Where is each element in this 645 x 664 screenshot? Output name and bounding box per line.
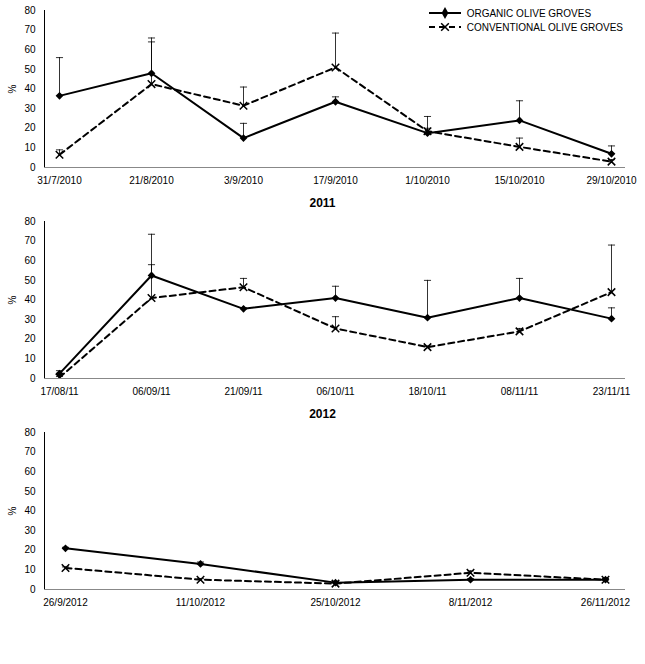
- svg-text:06/10/11: 06/10/11: [316, 386, 355, 397]
- svg-text:29/10/2010: 29/10/2010: [586, 175, 636, 186]
- svg-text:15/10/2010: 15/10/2010: [494, 175, 544, 186]
- svg-text:80: 80: [24, 216, 36, 227]
- svg-text:30: 30: [24, 525, 36, 536]
- html-text:ORGANIC OLIVE GROVES: ORGANIC OLIVE GROVES: [466, 7, 592, 19]
- svg-text:10: 10: [24, 142, 36, 153]
- svg-text:08/11/11: 08/11/11: [501, 386, 539, 397]
- svg-text:80: 80: [24, 5, 36, 16]
- html-text:2011: 2011: [309, 196, 336, 210]
- html-text:CONVENTIONAL OLIVE GROVES: CONVENTIONAL OLIVE GROVES: [466, 21, 623, 33]
- svg-text:%: %: [7, 84, 18, 93]
- svg-text:%: %: [7, 295, 18, 304]
- svg-text:26/11/2012: 26/11/2012: [581, 597, 631, 608]
- svg-text:8/11/2012: 8/11/2012: [449, 597, 493, 608]
- svg-text:30: 30: [24, 314, 36, 325]
- svg-text:31/7/2010: 31/7/2010: [37, 175, 82, 186]
- svg-text:10: 10: [24, 353, 36, 364]
- svg-text:40: 40: [24, 294, 36, 305]
- svg-text:06/09/11: 06/09/11: [132, 386, 171, 397]
- svg-text:40: 40: [24, 505, 36, 516]
- svg-text:21/8/2010: 21/8/2010: [129, 175, 174, 186]
- svg-text:70: 70: [24, 235, 36, 246]
- svg-text:0: 0: [30, 373, 36, 384]
- svg-text:60: 60: [24, 44, 36, 55]
- svg-text:1/10/2010: 1/10/2010: [405, 175, 450, 186]
- svg-text:11/10/2012: 11/10/2012: [176, 597, 226, 608]
- svg-text:30: 30: [24, 103, 36, 114]
- svg-text:%: %: [7, 506, 18, 515]
- html-text:2012: 2012: [309, 407, 336, 421]
- svg-text:26/9/2012: 26/9/2012: [43, 597, 88, 608]
- svg-text:50: 50: [24, 486, 36, 497]
- svg-text:20: 20: [24, 333, 36, 344]
- svg-text:20: 20: [24, 122, 36, 133]
- svg-text:70: 70: [24, 24, 36, 35]
- svg-text:0: 0: [30, 162, 36, 173]
- svg-text:17/08/11: 17/08/11: [40, 386, 79, 397]
- svg-text:80: 80: [24, 427, 36, 438]
- svg-text:60: 60: [24, 255, 36, 266]
- svg-text:60: 60: [24, 466, 36, 477]
- svg-text:50: 50: [24, 275, 36, 286]
- svg-text:50: 50: [24, 64, 36, 75]
- svg-text:3/9/2010: 3/9/2010: [224, 175, 263, 186]
- svg-text:23/11/11: 23/11/11: [593, 386, 631, 397]
- svg-text:40: 40: [24, 83, 36, 94]
- svg-text:20: 20: [24, 544, 36, 555]
- svg-text:25/10/2012: 25/10/2012: [310, 597, 360, 608]
- svg-text:21/09/11: 21/09/11: [224, 386, 263, 397]
- svg-text:10: 10: [24, 564, 36, 575]
- svg-text:18/10/11: 18/10/11: [408, 386, 447, 397]
- svg-text:0: 0: [30, 584, 36, 595]
- svg-text:70: 70: [24, 446, 36, 457]
- svg-text:17/9/2010: 17/9/2010: [313, 175, 358, 186]
